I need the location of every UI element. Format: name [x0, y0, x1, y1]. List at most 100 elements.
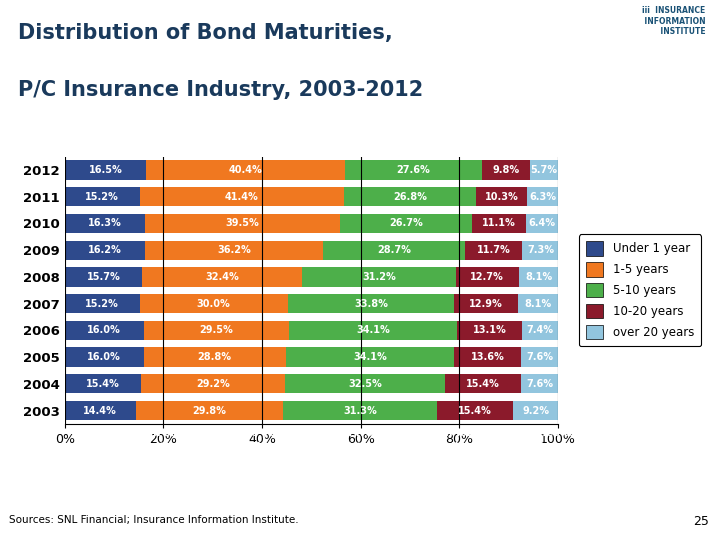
Text: 5.7%: 5.7%: [531, 165, 557, 175]
Bar: [65, 374, 140, 394]
Bar: [513, 401, 559, 420]
Bar: [143, 267, 302, 287]
Text: 28.7%: 28.7%: [377, 245, 411, 255]
Text: 26.8%: 26.8%: [393, 192, 427, 202]
Bar: [323, 240, 465, 260]
Text: 6.4%: 6.4%: [528, 218, 556, 228]
Bar: [65, 214, 145, 233]
Bar: [523, 240, 559, 260]
Bar: [289, 321, 457, 340]
Bar: [465, 240, 523, 260]
Bar: [65, 294, 140, 313]
Text: 9.8%: 9.8%: [492, 165, 519, 175]
Text: Sources: SNL Financial; Insurance Information Institute.: Sources: SNL Financial; Insurance Inform…: [9, 515, 298, 525]
Bar: [521, 347, 559, 367]
Text: 7.6%: 7.6%: [526, 379, 553, 389]
Bar: [288, 294, 454, 313]
Text: 40.4%: 40.4%: [229, 165, 263, 175]
Bar: [144, 321, 289, 340]
Text: 39.5%: 39.5%: [226, 218, 259, 228]
Text: 16.5%: 16.5%: [89, 165, 122, 175]
Text: 13.6%: 13.6%: [471, 352, 504, 362]
Bar: [136, 401, 283, 420]
Text: 34.1%: 34.1%: [356, 325, 390, 335]
Text: 16.0%: 16.0%: [87, 352, 121, 362]
Text: 7.3%: 7.3%: [527, 245, 554, 255]
Bar: [283, 401, 437, 420]
Text: 12.9%: 12.9%: [469, 299, 503, 309]
Bar: [140, 187, 344, 206]
Bar: [65, 321, 144, 340]
Bar: [146, 160, 346, 180]
Bar: [482, 160, 530, 180]
Text: 29.2%: 29.2%: [196, 379, 230, 389]
Text: 11.7%: 11.7%: [477, 245, 510, 255]
Text: 8.1%: 8.1%: [524, 299, 552, 309]
Bar: [518, 294, 558, 313]
Text: 16.3%: 16.3%: [88, 218, 122, 228]
Text: The main shift over these years has been from bonds with longer maturities to bo: The main shift over these years has been…: [93, 428, 627, 495]
Text: 28.8%: 28.8%: [198, 352, 232, 362]
Legend: Under 1 year, 1-5 years, 5-10 years, 10-20 years, over 20 years: Under 1 year, 1-5 years, 5-10 years, 10-…: [579, 234, 701, 346]
Text: 34.1%: 34.1%: [353, 352, 387, 362]
Bar: [456, 267, 518, 287]
Bar: [65, 240, 145, 260]
Bar: [302, 267, 456, 287]
Text: 16.2%: 16.2%: [88, 245, 122, 255]
Bar: [65, 401, 136, 420]
Bar: [454, 294, 518, 313]
Text: 15.2%: 15.2%: [86, 192, 119, 202]
Text: 25: 25: [693, 515, 709, 528]
Text: 33.8%: 33.8%: [354, 299, 388, 309]
Bar: [521, 374, 559, 394]
Text: Distribution of Bond Maturities,: Distribution of Bond Maturities,: [18, 23, 392, 43]
Bar: [457, 321, 522, 340]
Bar: [144, 347, 286, 367]
Text: 6.3%: 6.3%: [529, 192, 556, 202]
Bar: [472, 214, 526, 233]
Text: 15.4%: 15.4%: [86, 379, 120, 389]
Bar: [65, 160, 146, 180]
Text: 8.1%: 8.1%: [525, 272, 552, 282]
Bar: [65, 267, 143, 287]
Bar: [476, 187, 527, 206]
Text: 29.8%: 29.8%: [192, 406, 226, 416]
Text: 30.0%: 30.0%: [197, 299, 230, 309]
Bar: [145, 240, 323, 260]
Text: 11.1%: 11.1%: [482, 218, 516, 228]
Text: 9.2%: 9.2%: [522, 406, 549, 416]
Bar: [65, 187, 140, 206]
Bar: [526, 214, 558, 233]
Text: P/C Insurance Industry, 2003-2012: P/C Insurance Industry, 2003-2012: [18, 80, 423, 100]
Bar: [522, 321, 559, 340]
Bar: [286, 347, 454, 367]
Text: 29.5%: 29.5%: [199, 325, 233, 335]
Text: 16.0%: 16.0%: [87, 325, 121, 335]
Bar: [285, 374, 445, 394]
Bar: [344, 187, 476, 206]
Text: 14.4%: 14.4%: [84, 406, 117, 416]
Text: 15.2%: 15.2%: [86, 299, 119, 309]
Text: 41.4%: 41.4%: [225, 192, 258, 202]
Text: 32.5%: 32.5%: [348, 379, 382, 389]
Text: 12.7%: 12.7%: [470, 272, 504, 282]
Text: 7.4%: 7.4%: [527, 325, 554, 335]
Bar: [140, 294, 288, 313]
Text: 26.7%: 26.7%: [389, 218, 423, 228]
Bar: [527, 187, 558, 206]
Text: 31.2%: 31.2%: [362, 272, 396, 282]
Text: 36.2%: 36.2%: [217, 245, 251, 255]
Bar: [340, 214, 472, 233]
Text: 13.1%: 13.1%: [473, 325, 507, 335]
Text: 15.7%: 15.7%: [86, 272, 120, 282]
Bar: [145, 214, 340, 233]
Bar: [346, 160, 482, 180]
Bar: [437, 401, 513, 420]
Bar: [530, 160, 558, 180]
Text: 31.3%: 31.3%: [343, 406, 377, 416]
Text: 15.4%: 15.4%: [458, 406, 492, 416]
Bar: [518, 267, 559, 287]
Text: 10.3%: 10.3%: [485, 192, 518, 202]
Bar: [445, 374, 521, 394]
Text: 27.6%: 27.6%: [397, 165, 431, 175]
